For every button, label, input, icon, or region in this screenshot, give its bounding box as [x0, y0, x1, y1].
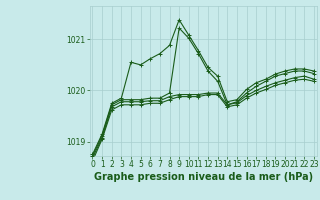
X-axis label: Graphe pression niveau de la mer (hPa): Graphe pression niveau de la mer (hPa): [94, 172, 313, 182]
